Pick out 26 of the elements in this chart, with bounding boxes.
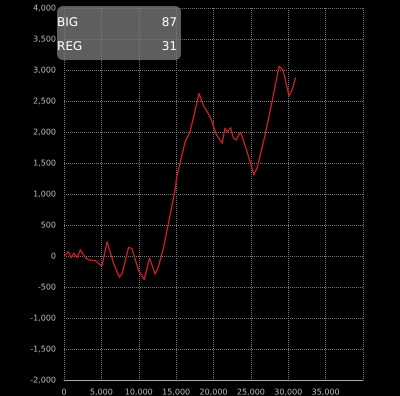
x-tick-label: 15,000 bbox=[162, 388, 190, 396]
annotation: 87 bbox=[162, 15, 177, 29]
y-tick-label: 3,000 bbox=[33, 66, 56, 74]
annotation: BIG bbox=[57, 15, 78, 29]
annotation: REG bbox=[57, 39, 82, 53]
y-tick-label: 1,000 bbox=[33, 190, 56, 198]
y-tick-label: 4,000 bbox=[33, 4, 56, 12]
x-tick-label: 25,000 bbox=[236, 388, 265, 396]
y-tick-label: -1,500 bbox=[30, 344, 56, 354]
annotation: 31 bbox=[162, 39, 177, 53]
y-tick-label: 500 bbox=[40, 220, 56, 230]
y-tick-label: 3,500 bbox=[33, 34, 56, 44]
y-tick-label: 2,500 bbox=[33, 96, 56, 106]
y-tick-label: -2,000 bbox=[30, 376, 56, 384]
x-tick-label: 0 bbox=[61, 388, 67, 396]
y-tick-label: 1,500 bbox=[33, 158, 56, 168]
y-tick-label: 0 bbox=[50, 252, 56, 260]
x-tick-label: 10,000 bbox=[124, 388, 153, 396]
y-tick-label: -500 bbox=[38, 282, 56, 292]
y-tick-label: 2,000 bbox=[33, 128, 56, 136]
x-tick-label: 35,000 bbox=[312, 388, 340, 396]
line-series bbox=[63, 66, 296, 280]
x-tick-label: 30,000 bbox=[274, 388, 302, 396]
x-tick-label: 20,000 bbox=[200, 388, 228, 396]
x-tick-label: 5,000 bbox=[90, 388, 113, 396]
y-tick-label: -1,000 bbox=[30, 314, 56, 322]
